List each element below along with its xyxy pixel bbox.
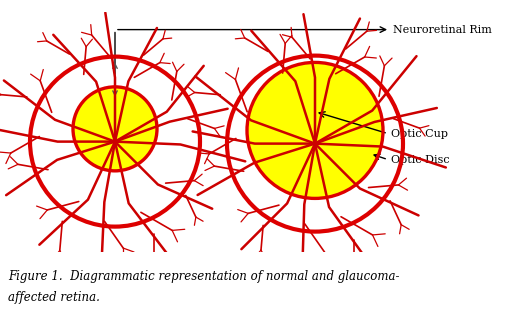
Text: Neuroretinal Rim: Neuroretinal Rim — [393, 25, 492, 35]
Circle shape — [247, 62, 383, 198]
Text: Optic Disc: Optic Disc — [391, 155, 449, 165]
Text: Optic Cup: Optic Cup — [391, 129, 448, 139]
Text: affected retina.: affected retina. — [8, 291, 100, 304]
Circle shape — [73, 87, 157, 171]
Text: Figure 1.  Diagrammatic representation of normal and glaucoma-: Figure 1. Diagrammatic representation of… — [8, 270, 399, 282]
